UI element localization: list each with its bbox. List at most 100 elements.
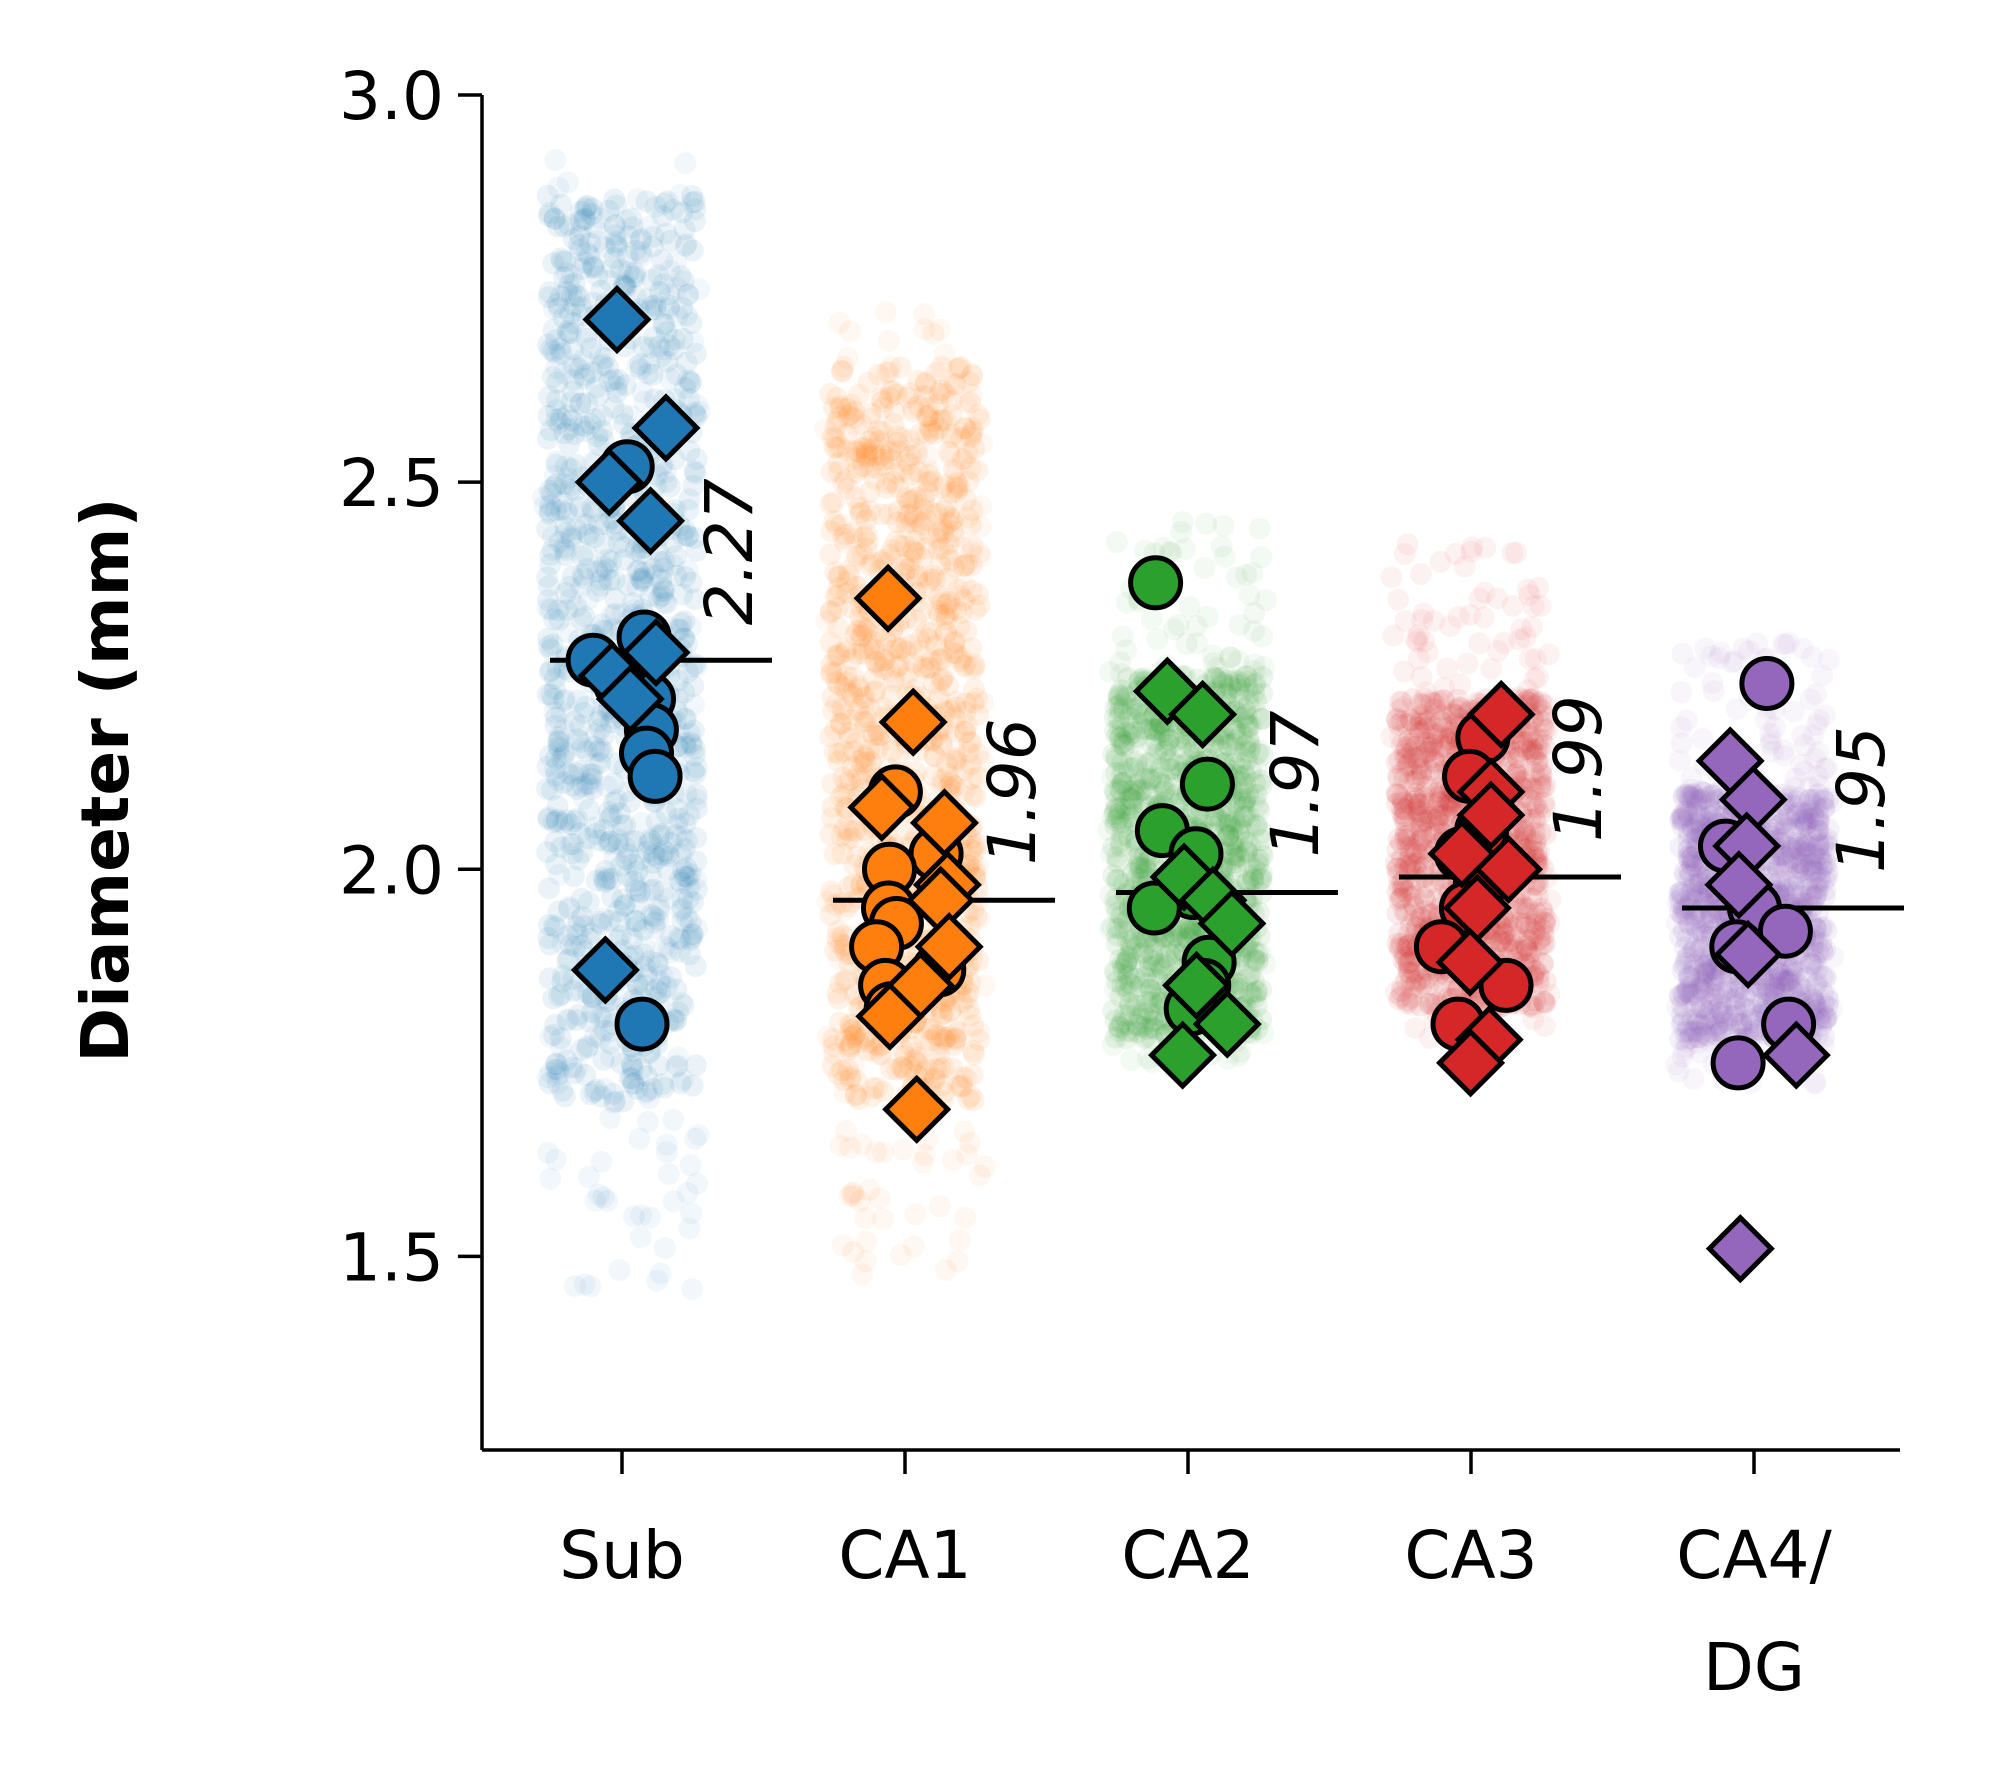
cloud-point — [537, 405, 560, 427]
cloud-point — [551, 747, 574, 770]
cloud-point — [639, 828, 662, 851]
cloud-point — [671, 909, 694, 932]
cloud-point — [677, 283, 700, 306]
cloud-point — [1393, 542, 1416, 565]
cloud-point — [555, 538, 577, 561]
cloud-point — [611, 888, 634, 911]
cloud-point — [971, 432, 994, 455]
cloud-point — [647, 586, 670, 609]
cloud-point — [560, 409, 583, 432]
cloud-point — [672, 270, 695, 292]
cloud-point — [655, 222, 678, 245]
cloud-point — [679, 911, 702, 934]
cloud-point — [899, 1055, 922, 1078]
cloud-point — [551, 932, 574, 955]
cloud-point — [590, 574, 612, 597]
cloud-point — [537, 927, 560, 949]
cloud-point — [653, 579, 676, 602]
cloud-point — [638, 215, 661, 238]
cloud-point — [899, 382, 922, 405]
cloud-point — [604, 587, 627, 610]
cloud-point — [950, 647, 973, 670]
cloud-point — [565, 518, 588, 541]
cloud-point — [819, 823, 842, 846]
cloud-point — [586, 265, 609, 288]
cloud-point — [648, 894, 671, 917]
cloud-point — [560, 390, 583, 413]
cloud-point — [822, 1028, 845, 1051]
cloud-point — [538, 201, 561, 224]
cloud-point — [671, 201, 693, 224]
cloud-point — [967, 766, 990, 789]
cloud-point — [536, 597, 559, 620]
cloud-point — [630, 227, 653, 250]
cloud-point — [959, 457, 982, 480]
cloud-point — [656, 859, 679, 881]
cloud-point — [586, 425, 609, 448]
cloud-point — [855, 537, 878, 560]
cloud-point — [681, 1278, 704, 1301]
cloud-point — [652, 273, 675, 296]
cloud-point — [577, 1035, 600, 1057]
cloud-point — [558, 433, 581, 456]
cloud-point — [592, 428, 615, 451]
cloud-point — [635, 190, 658, 213]
cloud-point — [607, 368, 630, 391]
cloud-point — [580, 203, 603, 226]
cloud-point — [590, 569, 613, 592]
cloud-point — [589, 737, 612, 760]
cloud-point — [556, 171, 579, 194]
cloud-point — [633, 390, 656, 413]
cloud-point — [603, 214, 626, 236]
cloud-point — [592, 1048, 615, 1071]
cloud-point — [633, 943, 656, 966]
cloud-point — [634, 1082, 657, 1105]
cloud-point — [590, 1150, 613, 1173]
cloud-point — [571, 501, 594, 524]
cloud-point — [576, 194, 599, 217]
cloud-point — [898, 452, 921, 475]
cloud-point — [595, 1006, 617, 1029]
cloud-point — [1248, 517, 1271, 540]
cloud-point — [827, 617, 850, 639]
cloud-point — [825, 436, 848, 459]
cloud-point — [547, 599, 570, 622]
cloud-point — [566, 923, 589, 946]
cloud-point — [539, 419, 562, 442]
cloud-point — [822, 397, 845, 420]
cloud-point — [1505, 541, 1527, 564]
cloud-point — [679, 863, 702, 886]
cloud-point — [943, 637, 966, 660]
cloud-point — [684, 198, 707, 221]
cloud-point — [1251, 625, 1274, 648]
cloud-point — [573, 1273, 596, 1296]
cloud-point — [575, 327, 598, 350]
cloud-point — [928, 678, 951, 701]
cloud-point — [552, 690, 575, 712]
cloud-point — [566, 689, 589, 712]
cloud-point — [835, 397, 858, 420]
cloud-point — [685, 826, 708, 849]
cloud-point — [936, 544, 959, 567]
cloud-point — [947, 1075, 970, 1098]
cloud-point — [578, 232, 601, 255]
cloud-point — [633, 974, 656, 997]
cloud-point — [538, 500, 561, 523]
cloud-point — [887, 499, 910, 522]
cloud-point — [683, 694, 705, 716]
cloud-point — [639, 879, 661, 902]
cloud-point — [662, 553, 685, 576]
cloud-point — [683, 460, 706, 483]
cloud-point — [547, 176, 570, 199]
cloud-point — [598, 807, 621, 830]
cloud-point — [673, 610, 696, 633]
cloud-point — [548, 737, 571, 760]
cloud-point — [587, 740, 610, 763]
cloud-point — [628, 848, 651, 871]
cloud-point — [1468, 587, 1491, 610]
cloud-point — [1131, 778, 1153, 801]
cloud-point — [646, 1269, 669, 1292]
cloud-point — [553, 362, 576, 385]
cloud-point — [950, 601, 973, 624]
cloud-point — [674, 707, 697, 730]
